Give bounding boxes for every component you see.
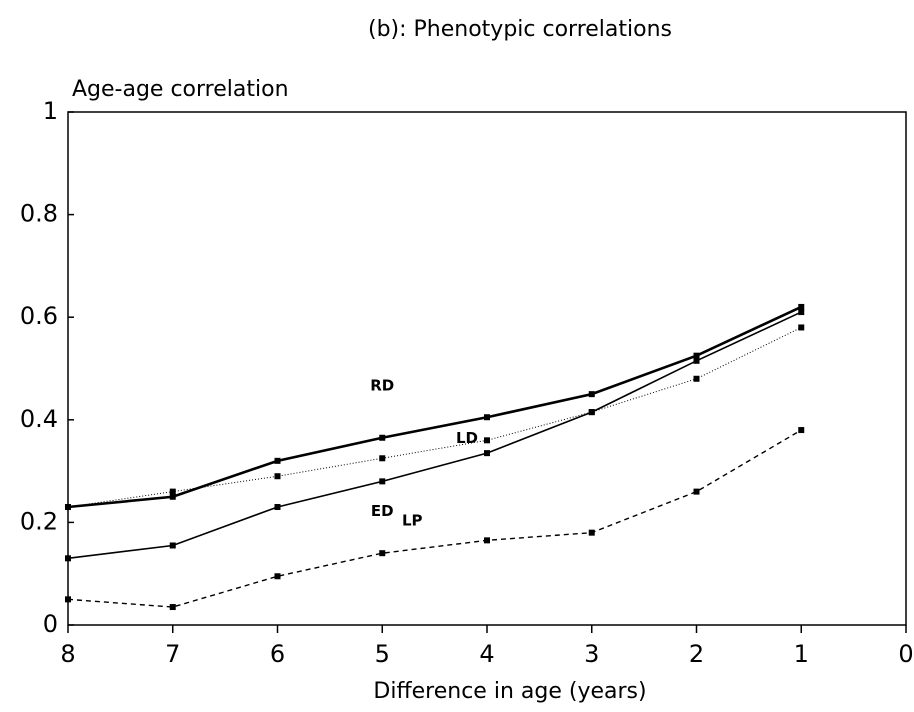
point-marker	[379, 478, 386, 485]
point-marker	[693, 352, 700, 359]
plot-frame	[67, 111, 907, 626]
point-marker	[798, 309, 805, 316]
series-line	[67, 311, 802, 560]
y-tick-label: 0	[43, 610, 58, 638]
x-tick-label: 6	[270, 640, 285, 668]
y-tick-label: 1	[43, 97, 58, 125]
point-marker	[65, 555, 71, 562]
x-tick-label: 5	[375, 640, 390, 668]
point-marker	[379, 455, 386, 462]
point-marker	[588, 409, 595, 416]
point-marker	[484, 450, 490, 457]
series-line	[67, 327, 802, 508]
point-marker	[588, 391, 595, 398]
x-tick-label: 3	[584, 640, 599, 668]
point-marker	[274, 504, 281, 511]
point-marker	[693, 375, 700, 382]
point-marker	[693, 488, 700, 495]
point-marker	[274, 457, 281, 464]
point-marker	[798, 324, 805, 331]
y-tick-label: 0.2	[20, 507, 58, 535]
point-marker	[379, 434, 386, 441]
point-marker	[274, 573, 281, 580]
x-tick-label: 1	[794, 640, 809, 668]
x-tick-label: 8	[60, 640, 75, 668]
point-marker	[484, 537, 490, 544]
x-tick-label: 4	[479, 640, 494, 668]
point-marker	[379, 550, 386, 557]
series-line	[67, 429, 802, 608]
y-tick-label: 0.8	[20, 200, 58, 228]
series-label: LP	[402, 512, 423, 530]
point-marker	[693, 357, 700, 364]
point-marker	[65, 504, 71, 511]
y-axis-label: Age-age correlation	[72, 77, 289, 102]
x-tick-label: 0	[898, 640, 913, 668]
point-marker	[169, 604, 176, 611]
point-marker	[484, 437, 490, 444]
point-marker	[65, 596, 71, 603]
series-line	[67, 305, 802, 509]
x-tick-label: 2	[689, 640, 704, 668]
y-tick-label: 0.4	[20, 405, 58, 433]
series-label: RD	[370, 376, 394, 394]
point-marker	[274, 473, 281, 480]
chart-title: (b): Phenotypic correlations	[368, 17, 672, 42]
point-marker	[169, 488, 176, 495]
series-label: LD	[456, 429, 478, 447]
x-axis-label: Difference in age (years)	[373, 679, 646, 704]
series-label: ED	[371, 502, 394, 520]
point-marker	[798, 427, 805, 434]
point-marker	[588, 529, 595, 536]
point-marker	[484, 414, 490, 421]
point-marker	[798, 303, 805, 310]
point-marker	[169, 493, 176, 500]
point-marker	[169, 542, 176, 549]
x-tick-label: 7	[165, 640, 180, 668]
y-tick-label: 0.6	[20, 302, 58, 330]
